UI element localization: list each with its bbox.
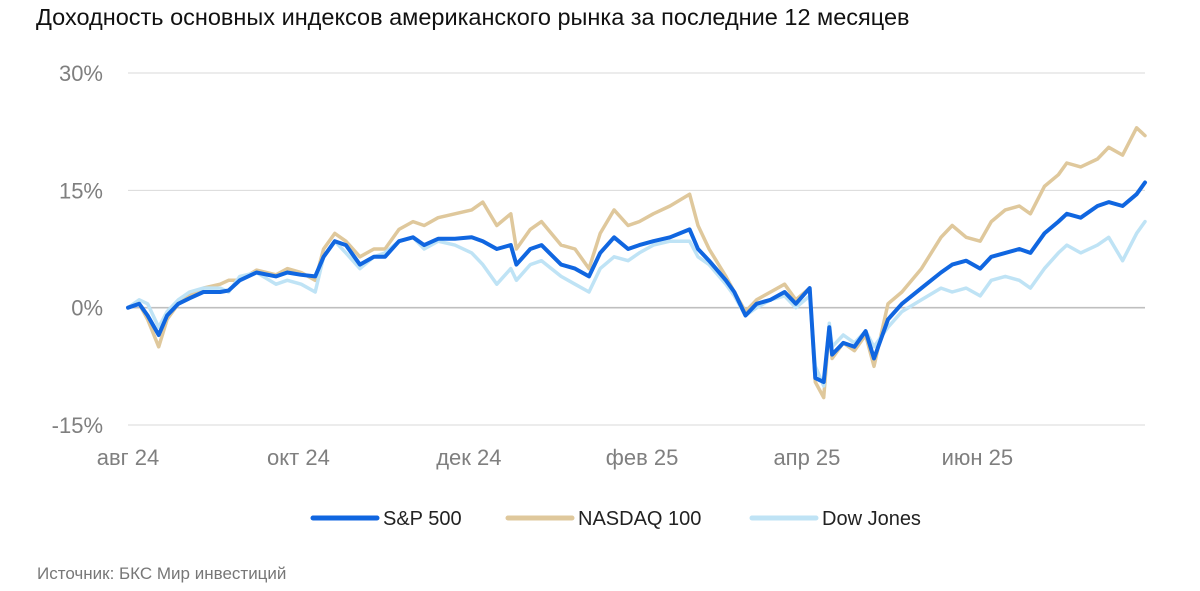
x-tick-label: июн 25 — [942, 445, 1014, 470]
legend-label: NASDAQ 100 — [578, 508, 701, 530]
x-tick-label: фев 25 — [606, 445, 679, 470]
chart-title: Доходность основных индексов американско… — [36, 4, 910, 30]
y-axis-ticks: 30% 15% 0% -15% — [52, 61, 103, 438]
series-line — [126, 126, 1147, 400]
grid-lines — [128, 72, 1145, 426]
series-line — [126, 180, 1147, 384]
x-tick-label: апр 25 — [773, 445, 840, 470]
legend-label: Dow Jones — [822, 508, 921, 530]
legend: S&P 500 NASDAQ 100 Dow Jones — [310, 508, 921, 530]
legend-label: S&P 500 — [383, 508, 462, 530]
y-tick-label: 15% — [59, 178, 103, 203]
y-tick-label: -15% — [52, 413, 103, 438]
x-axis-ticks: авг 24 окт 24 дек 24 фев 25 апр 25 июн 25 — [97, 445, 1013, 470]
series-lines — [126, 126, 1147, 400]
x-tick-label: дек 24 — [436, 445, 501, 470]
series-line — [126, 219, 1147, 388]
x-tick-label: авг 24 — [97, 445, 160, 470]
source-note: Источник: БКС Мир инвестиций — [37, 564, 287, 583]
x-tick-label: окт 24 — [267, 445, 330, 470]
y-tick-label: 30% — [59, 61, 103, 86]
y-tick-label: 0% — [71, 296, 103, 321]
